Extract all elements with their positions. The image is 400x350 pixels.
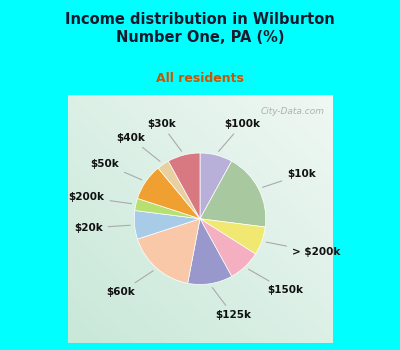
Wedge shape [200,153,232,219]
Text: All residents: All residents [156,72,244,85]
Text: $10k: $10k [263,169,316,187]
Text: $40k: $40k [116,133,160,161]
Wedge shape [138,168,200,219]
Wedge shape [188,219,232,285]
Text: $20k: $20k [74,223,130,233]
Text: $200k: $200k [68,193,132,204]
Wedge shape [168,153,200,219]
Text: $150k: $150k [248,269,303,295]
Wedge shape [138,219,200,283]
Wedge shape [200,219,265,254]
Wedge shape [200,161,266,227]
Text: City-Data.com: City-Data.com [260,107,324,116]
Wedge shape [134,210,200,239]
Text: $60k: $60k [106,271,153,297]
Text: $50k: $50k [90,159,142,180]
Wedge shape [135,198,200,219]
Wedge shape [158,161,200,219]
Text: > $200k: > $200k [266,242,340,257]
Text: $125k: $125k [212,287,251,320]
Text: $100k: $100k [218,119,260,152]
Text: Income distribution in Wilburton
Number One, PA (%): Income distribution in Wilburton Number … [65,12,335,45]
Wedge shape [200,219,256,276]
Text: $30k: $30k [147,119,182,151]
